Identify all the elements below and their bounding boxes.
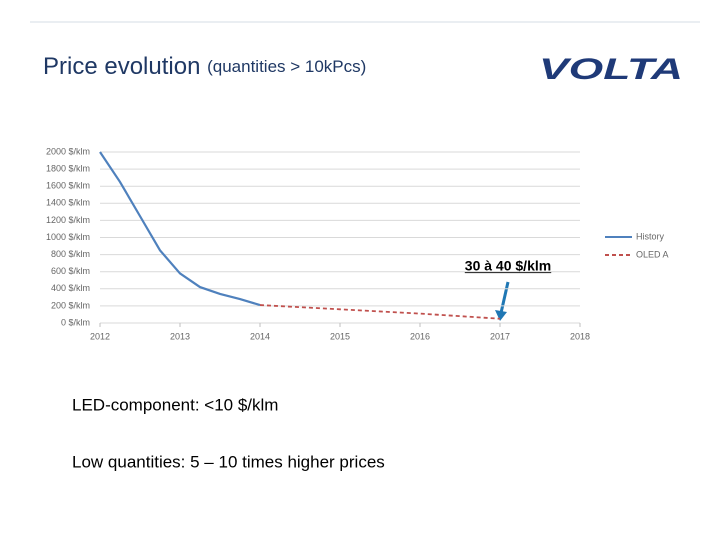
line-series: [99, 151, 261, 307]
y-tick-label: 1800 $/klm: [46, 163, 90, 173]
bullet: LED-component: <10 $/klm: [72, 395, 278, 414]
x-tick-label: 2015: [330, 331, 350, 341]
y-tick-label: 1000 $/klm: [46, 232, 90, 242]
line-series: [259, 304, 501, 320]
y-tick-label: 1600 $/klm: [46, 181, 90, 191]
x-tick-label: 2012: [90, 331, 110, 341]
annotation: 30 à 40 $/klm: [465, 258, 551, 274]
x-tick-label: 2017: [490, 331, 510, 341]
x-tick-label: 2018: [570, 331, 590, 341]
x-tick-label: 2016: [410, 331, 430, 341]
title-main: Price evolution: [43, 53, 200, 80]
y-tick-label: 1200 $/klm: [46, 215, 90, 225]
title-sub: (quantities > 10kPcs): [207, 57, 366, 76]
y-tick-label: 200 $/klm: [51, 300, 90, 310]
slide-title: Price evolution (quantities > 10kPcs): [43, 53, 366, 80]
x-tick-label: 2013: [170, 331, 190, 341]
y-tick-label: 0 $/klm: [61, 317, 90, 327]
legend-label: OLED A: [636, 249, 669, 259]
bullet: Low quantities: 5 – 10 times higher pric…: [72, 452, 385, 471]
y-tick-label: 600 $/klm: [51, 266, 90, 276]
legend-label: History: [636, 231, 665, 241]
y-tick-label: 2000 $/klm: [46, 146, 90, 156]
y-tick-label: 400 $/klm: [51, 283, 90, 293]
y-tick-label: 800 $/klm: [51, 249, 90, 259]
x-tick-label: 2014: [250, 331, 270, 341]
arrow-head: [495, 310, 507, 321]
logo: VOLTA: [539, 53, 683, 86]
annotation-arrow: [499, 281, 510, 314]
y-tick-label: 1400 $/klm: [46, 198, 90, 208]
